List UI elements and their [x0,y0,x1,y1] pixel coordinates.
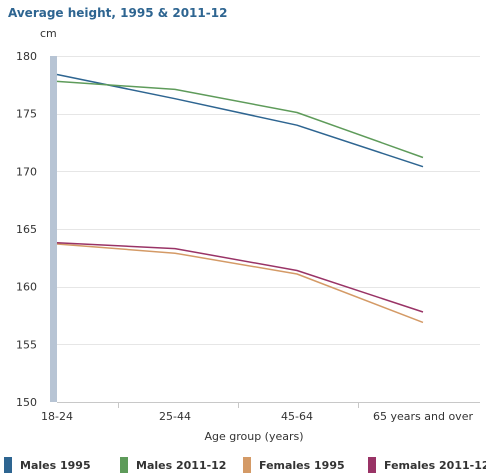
y-tick-label: 150 [16,396,37,409]
data-point[interactable] [295,123,299,127]
y-tick-label: 175 [16,108,37,121]
legend-item-females-2011-12[interactable]: Females 2011-12 [368,456,486,474]
data-point[interactable] [421,165,425,169]
data-point[interactable] [295,111,299,115]
data-point[interactable] [421,155,425,159]
legend-item-males-2011-12[interactable]: Males 2011-12 [120,456,226,474]
x-tick-label: 45-64 [281,410,313,423]
line-chart: 150 155 160 165 170 175 180 18-24 25-44 45-64 65 … [16,27,480,443]
y-tick-labels: 150 155 160 165 170 175 180 [16,50,37,409]
data-point[interactable] [55,72,59,76]
x-tick-label: 18-24 [41,410,73,423]
y-tick-label: 165 [16,223,37,236]
data-point[interactable] [55,241,59,245]
data-point[interactable] [295,269,299,273]
data-point[interactable] [421,320,425,324]
x-axis-label: Age group (years) [204,430,303,443]
series-layer [55,72,425,324]
legend-item-females-1995[interactable]: Females 1995 [243,456,345,474]
data-point[interactable] [173,87,177,91]
y-axis-label: cm [40,27,57,40]
y-tick-label: 160 [16,281,37,294]
x-tick-label: 65 years and over [373,410,473,423]
series-line-females-1995[interactable] [56,243,424,324]
series-line-males-2011-12[interactable] [56,80,424,159]
legend-swatch [243,457,251,473]
data-point[interactable] [421,310,425,314]
data-point[interactable] [173,251,177,255]
y-tick-label: 170 [16,165,37,178]
x-tick-label: 25-44 [159,410,191,423]
legend-item-males-1995[interactable]: Males 1995 [4,456,91,474]
data-point[interactable] [295,272,299,276]
legend-swatch [4,457,12,473]
legend-label: Males 1995 [20,458,91,472]
series-line-females-2011-12[interactable] [56,242,424,313]
y-axis-bar [50,56,57,402]
data-point[interactable] [173,247,177,251]
legend-swatch [120,457,128,473]
legend-label: Females 2011-12 [384,458,486,472]
data-point[interactable] [173,97,177,101]
legend-label: Females 1995 [259,458,345,472]
chart-title: Average height, 1995 & 2011-12 [8,6,228,20]
series-line-males-1995[interactable] [56,73,424,168]
legend-swatch [368,457,376,473]
legend: Males 1995 Males 2011-12 Females 1995 Fe… [0,456,486,474]
grid-layer [57,56,480,345]
x-tick-labels: 18-24 25-44 45-64 65 years and over [41,402,473,423]
y-tick-label: 180 [16,50,37,63]
legend-label: Males 2011-12 [136,458,227,472]
data-point[interactable] [55,79,59,83]
y-tick-label: 155 [16,338,37,351]
